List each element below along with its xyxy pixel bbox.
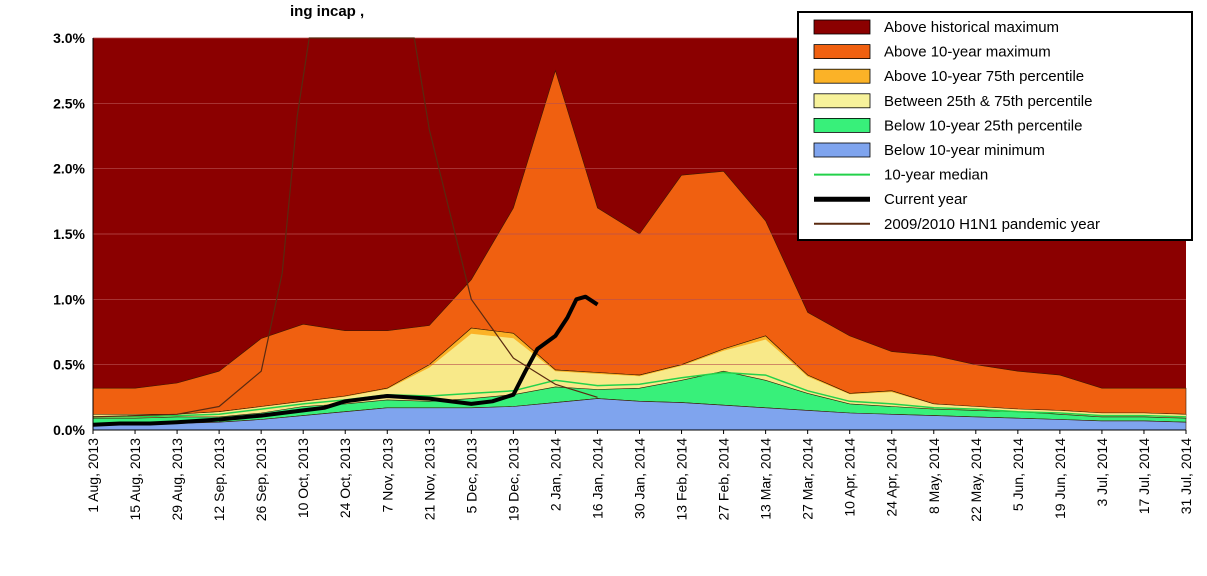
x-tick-label: 24 Oct, 2013 [337, 438, 353, 518]
x-tick-label: 29 Aug, 2013 [169, 438, 185, 521]
y-tick-label: 2.5% [53, 95, 85, 111]
legend-label: Below 10-year 25th percentile [884, 117, 1082, 134]
legend-swatch [813, 93, 871, 109]
legend-label: Above historical maximum [884, 19, 1059, 36]
x-tick-label: 8 May, 2014 [926, 438, 942, 514]
legend-swatch [813, 142, 871, 158]
x-tick-label: 10 Apr, 2014 [842, 438, 858, 517]
band-below-10-year-minimum [92, 398, 1187, 431]
legend-label: Between 25th & 75th percentile [884, 93, 1092, 110]
x-tick-label: 19 Jun, 2014 [1052, 438, 1068, 519]
series-h1n1-pandemic-year [92, 37, 598, 418]
x-tick-label: 30 Jan, 2014 [632, 438, 648, 519]
x-tick-label: 1 Aug, 2013 [85, 438, 101, 513]
x-tick-label: 27 Mar, 2014 [800, 438, 816, 520]
x-tick-label: 15 Aug, 2013 [127, 438, 143, 521]
x-tick-label: 21 Nov, 2013 [421, 438, 437, 520]
legend-label: Below 10-year minimum [884, 142, 1045, 159]
x-tick-label: 5 Jun, 2014 [1010, 438, 1026, 511]
x-tick-label: 5 Dec, 2013 [463, 438, 479, 514]
y-tick-label: 2.0% [53, 161, 85, 177]
legend-label: 10-year median [884, 167, 988, 184]
x-tick-label: 26 Sep, 2013 [253, 438, 269, 522]
series-current-year [92, 294, 599, 427]
x-tick-label: 2 Jan, 2014 [547, 438, 563, 511]
x-tick-label: 3 Jul, 2014 [1094, 438, 1110, 507]
x-tick-label: 24 Apr, 2014 [884, 438, 900, 517]
x-tick-label: 12 Sep, 2013 [211, 438, 227, 522]
legend-swatch [813, 68, 871, 84]
axes: 0.0% 0.5% 1.0% 1.5% 2.0% 2.5% 3.0% 1 Aug, 2013 1… [53, 30, 1194, 522]
y-tick-label: 1.5% [53, 226, 85, 242]
x-tick-label: 16 Jan, 2014 [589, 438, 605, 519]
x-tick-label: 31 Jul, 2014 [1178, 438, 1194, 514]
y-tick-label: 0.0% [53, 422, 85, 438]
x-tick-label: 13 Mar, 2014 [758, 438, 774, 520]
x-tick-label: 22 May, 2014 [968, 438, 984, 522]
y-tick-label: 0.5% [53, 357, 85, 373]
x-tick-label: 13 Feb, 2014 [674, 438, 690, 521]
y-tick-label: 1.0% [53, 291, 85, 307]
x-tick-label: 27 Feb, 2014 [716, 438, 732, 521]
legend-swatch [813, 44, 871, 59]
x-tick-label: 7 Nov, 2013 [379, 438, 395, 513]
series-lines [92, 37, 1187, 427]
series-10-year-median [93, 371, 1187, 418]
chart-title: ing incap , [290, 3, 364, 20]
legend-label: 2009/2010 H1N1 pandemic year [884, 216, 1100, 233]
legend: Above historical maximum Above 10-year ma… [797, 11, 1193, 241]
y-tick-label: 3.0% [53, 30, 85, 46]
x-tick-label: 17 Jul, 2014 [1136, 438, 1152, 514]
x-tick-label: 19 Dec, 2013 [505, 438, 521, 521]
legend-swatch [813, 118, 871, 133]
legend-label: Current year [884, 191, 967, 208]
legend-label: Above 10-year maximum [884, 44, 1051, 61]
legend-swatch [813, 19, 871, 35]
x-tick-label: 10 Oct, 2013 [295, 438, 311, 518]
legend-label: Above 10-year 75th percentile [884, 68, 1084, 85]
